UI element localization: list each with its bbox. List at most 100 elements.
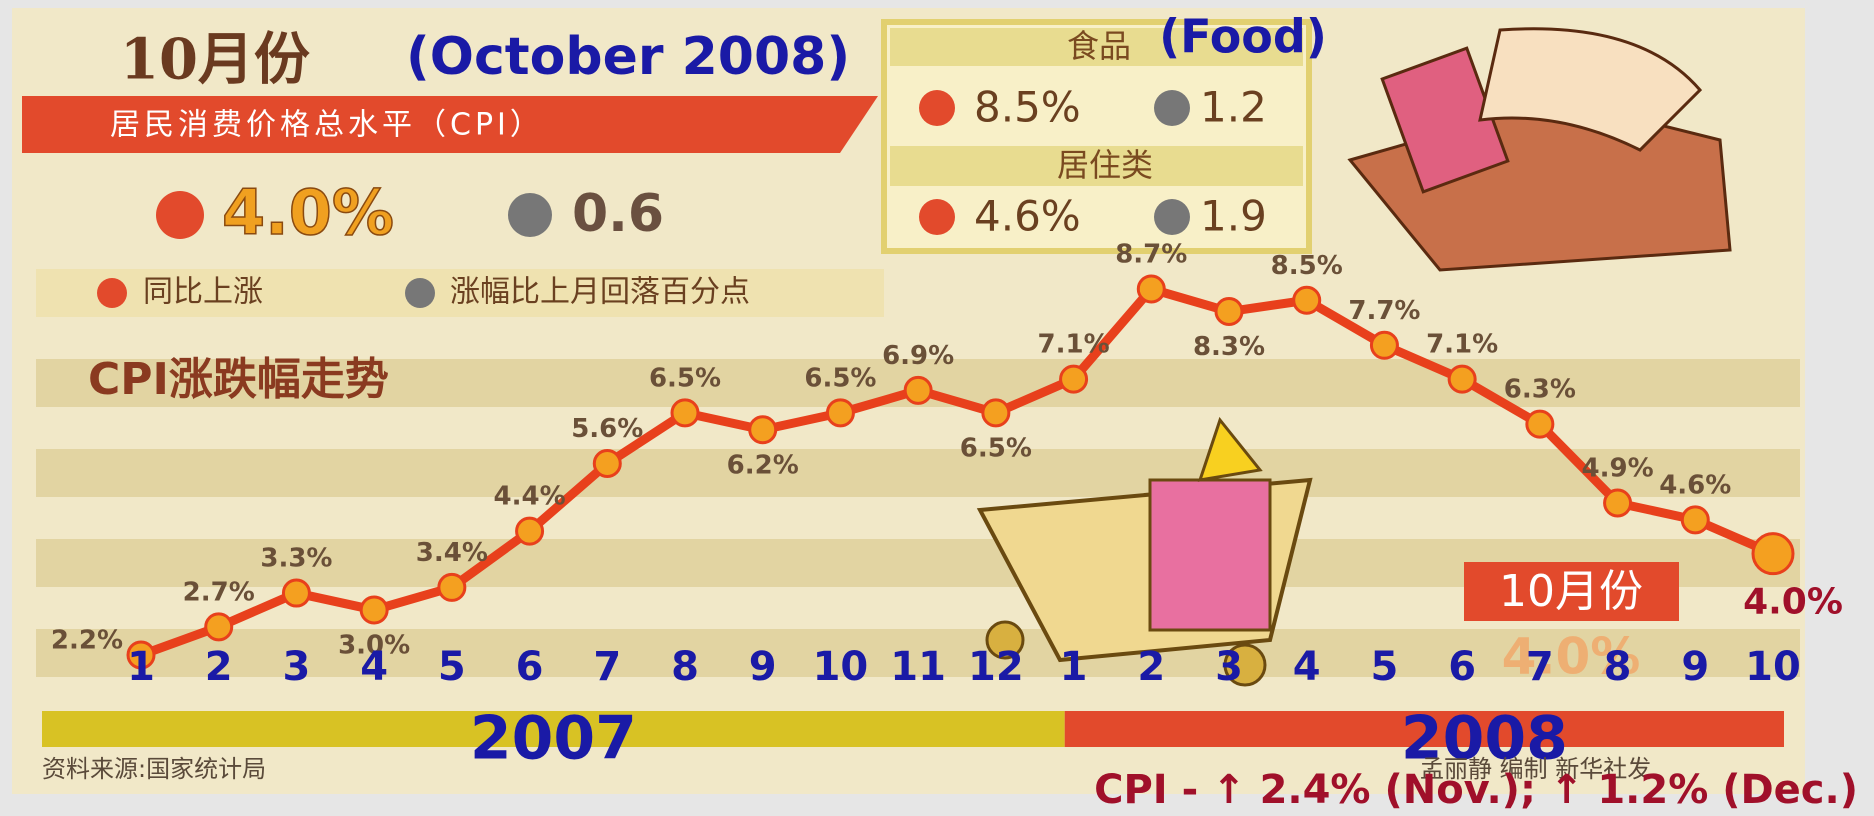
value-label: 6.9%	[882, 341, 954, 371]
legend-rise: 同比上涨	[143, 275, 263, 310]
value-label: 5.6%	[571, 414, 643, 444]
housing-header	[890, 146, 1303, 186]
value-label: 4.6%	[1659, 470, 1731, 500]
food-label: 食品	[1067, 27, 1131, 65]
value-label: 6.5%	[649, 363, 721, 393]
value-label: 8.7%	[1115, 240, 1187, 270]
rise-icon	[919, 90, 955, 126]
value-label: 6.2%	[727, 450, 799, 480]
value-label: 2.7%	[183, 577, 255, 607]
x-tick-label: 5	[438, 644, 466, 690]
value-label: 3.4%	[416, 538, 488, 568]
point	[281, 578, 311, 608]
housing-label: 居住类	[1057, 146, 1153, 184]
callout-box	[1464, 562, 1679, 621]
stripe	[36, 449, 1800, 497]
value-label: 8.5%	[1271, 251, 1343, 281]
x-tick-label: 4	[360, 644, 388, 690]
legend-drop-icon	[405, 278, 435, 308]
english-title: (October 2008)	[406, 27, 850, 87]
x-tick-label: 8	[1604, 644, 1632, 690]
value-label: 7.1%	[1426, 330, 1498, 360]
x-tick-label: 7	[1526, 644, 1554, 690]
rise-icon	[156, 191, 204, 239]
stripes	[36, 359, 1800, 677]
point	[515, 516, 545, 546]
credit: 孟丽静 编制 新华社发	[1420, 755, 1651, 783]
x-tick-label: 10	[1745, 644, 1801, 690]
value-label: 4.9%	[1582, 453, 1654, 483]
x-tick-label: 8	[671, 644, 699, 690]
legend-rise-icon	[97, 278, 127, 308]
point	[126, 640, 156, 670]
point	[592, 449, 622, 479]
year-label: 2008	[1401, 704, 1568, 774]
point	[825, 398, 855, 428]
value-label: 4.0%	[1743, 582, 1843, 623]
point	[903, 375, 933, 405]
food-english: (Food)	[1159, 10, 1327, 64]
x-tick-label: 7	[593, 644, 621, 690]
callout-value: 4.0%	[1502, 628, 1641, 686]
value-label: 2.2%	[51, 626, 123, 656]
x-tick-label: 6	[1448, 644, 1476, 690]
x-tick-label: 11	[890, 644, 946, 690]
point	[1447, 364, 1477, 394]
point	[1680, 505, 1710, 535]
point	[1603, 488, 1633, 518]
point	[1136, 274, 1166, 304]
value-label: 6.5%	[804, 363, 876, 393]
x-tick-label: 2	[205, 644, 233, 690]
point	[1525, 409, 1555, 439]
point	[359, 595, 389, 625]
x-tick-label: 6	[516, 644, 544, 690]
point	[204, 612, 234, 642]
chart-title: CPI涨跌幅走势	[88, 354, 389, 405]
x-tick-label: 12	[968, 644, 1024, 690]
point	[1751, 532, 1795, 576]
point	[1059, 364, 1089, 394]
footnote: CPI - ↑ 2.4% (Nov.); ↑ 1.2% (Dec.)	[1094, 767, 1858, 813]
x-tick-label: 2	[1137, 644, 1165, 690]
point	[670, 398, 700, 428]
housing-yoy: 4.6%	[974, 192, 1081, 241]
cpi-line	[139, 284, 1775, 660]
x-tick-label: 1	[127, 644, 155, 690]
year-bar	[42, 711, 1065, 747]
point	[437, 572, 467, 602]
x-tick-label: 4	[1293, 644, 1321, 690]
banner-text: 居民消费价格总水平（CPI）	[110, 108, 544, 143]
value-label: 7.7%	[1348, 296, 1420, 326]
point	[1292, 285, 1322, 315]
x-tick-label: 1	[1060, 644, 1088, 690]
value-label: 4.4%	[494, 482, 566, 512]
point	[1369, 330, 1399, 360]
drop-icon	[1154, 199, 1190, 235]
value-label: 3.0%	[338, 630, 410, 660]
x-tick-label: 3	[1215, 644, 1243, 690]
value-label: 8.3%	[1193, 332, 1265, 362]
headline-yoy: 4.0%	[222, 176, 394, 249]
x-tick-label: 5	[1371, 644, 1399, 690]
rise-icon	[919, 199, 955, 235]
source: 资料来源:国家统计局	[42, 755, 266, 783]
x-tick-label: 9	[1681, 644, 1709, 690]
banner	[22, 96, 878, 153]
point	[981, 398, 1011, 428]
value-label: 7.1%	[1038, 330, 1110, 360]
x-tick-label: 9	[749, 644, 777, 690]
cart-illustration	[976, 416, 1313, 687]
x-tick-label: 3	[283, 644, 311, 690]
month-title: 10月份	[120, 27, 310, 93]
wallet-illustration	[1347, 27, 1732, 272]
point	[748, 415, 778, 445]
housing-drop: 1.9	[1200, 192, 1267, 241]
food-drop: 1.2	[1200, 83, 1267, 132]
drop-icon	[1154, 90, 1190, 126]
drop-icon	[508, 193, 552, 237]
value-label: 3.3%	[260, 544, 332, 574]
year-bar	[1064, 711, 1784, 747]
